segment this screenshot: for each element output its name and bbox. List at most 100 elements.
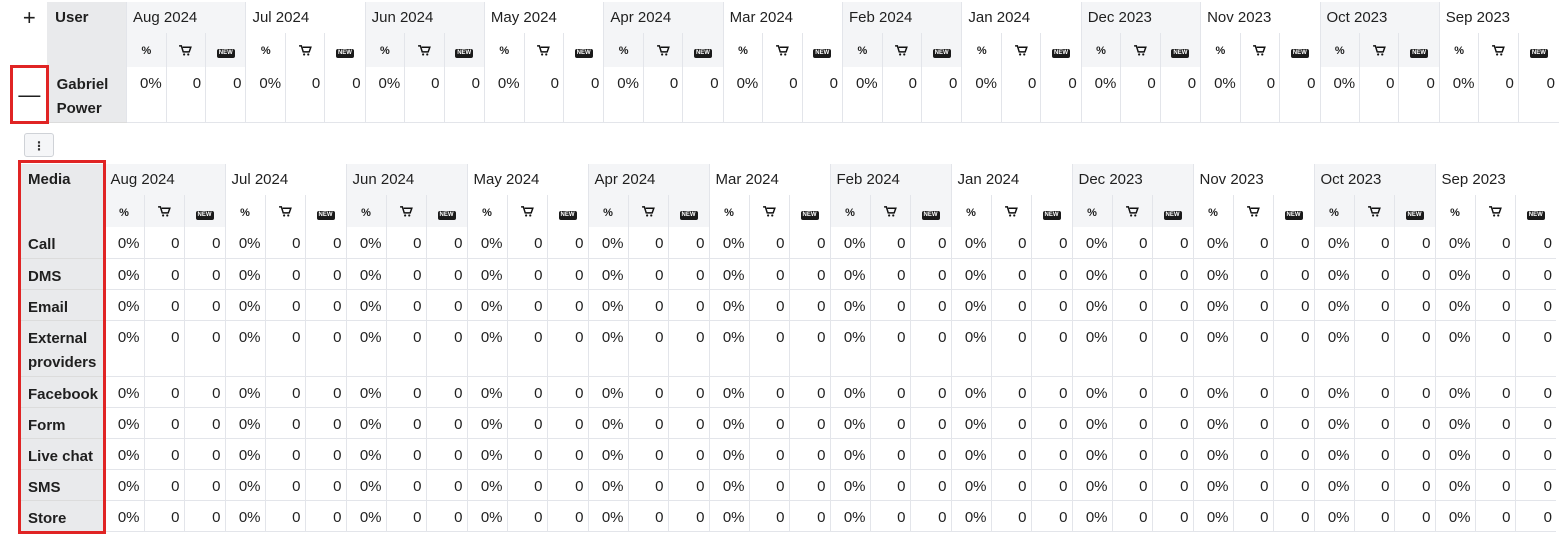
- cell-pct[interactable]: 0%: [1192, 469, 1233, 501]
- month-header[interactable]: Aug 2024: [126, 2, 246, 33]
- cell-cart[interactable]: 0: [506, 500, 547, 532]
- cell-pct[interactable]: 0%: [1080, 66, 1121, 123]
- cell-new[interactable]: 0: [1393, 500, 1435, 532]
- cell-pct[interactable]: 0%: [224, 289, 265, 321]
- measure-header-pct[interactable]: %: [1319, 33, 1360, 67]
- cell-cart[interactable]: 0: [869, 438, 910, 470]
- cell-new[interactable]: 0: [425, 376, 467, 408]
- cell-cart[interactable]: 0: [1111, 227, 1152, 259]
- cell-new[interactable]: 0: [909, 227, 951, 259]
- cell-pct[interactable]: 0%: [1071, 500, 1112, 532]
- measure-header-new[interactable]: NEW: [1040, 33, 1082, 67]
- cell-new[interactable]: 0: [1151, 469, 1193, 501]
- cell-cart[interactable]: 0: [869, 376, 910, 408]
- cell-new[interactable]: 0: [546, 407, 588, 439]
- cell-cart[interactable]: 0: [1353, 469, 1394, 501]
- month-header[interactable]: Apr 2024: [603, 2, 724, 33]
- cell-pct[interactable]: 0%: [1313, 289, 1354, 321]
- measure-header-new[interactable]: NEW: [562, 33, 604, 67]
- cell-new[interactable]: 0: [788, 469, 830, 501]
- cell-pct[interactable]: 0%: [587, 320, 628, 377]
- measure-header-new[interactable]: NEW: [1393, 195, 1435, 227]
- cell-new[interactable]: 0: [425, 227, 467, 259]
- cell-new[interactable]: 0: [1151, 289, 1193, 321]
- cell-pct[interactable]: 0%: [224, 227, 265, 259]
- cell-pct[interactable]: 0%: [103, 438, 144, 470]
- cell-pct[interactable]: 0%: [708, 258, 749, 290]
- cell-pct[interactable]: 0%: [483, 66, 525, 123]
- measure-header-cart[interactable]: [523, 33, 564, 67]
- cell-new[interactable]: 0: [1030, 407, 1072, 439]
- cell-new[interactable]: 0: [1030, 258, 1072, 290]
- cell-new[interactable]: 0: [1393, 469, 1435, 501]
- measure-header-cart[interactable]: [1111, 195, 1152, 227]
- month-header[interactable]: Dec 2023: [1071, 164, 1193, 195]
- cell-pct[interactable]: 0%: [224, 500, 265, 532]
- cell-cart[interactable]: 0: [990, 469, 1031, 501]
- measure-header-cart[interactable]: [642, 33, 683, 67]
- cell-cart[interactable]: 0: [1478, 66, 1519, 123]
- cell-pct[interactable]: 0%: [708, 469, 749, 501]
- cell-pct[interactable]: 0%: [345, 376, 386, 408]
- cell-new[interactable]: 0: [788, 227, 830, 259]
- cell-new[interactable]: 0: [667, 227, 709, 259]
- cell-new[interactable]: 0: [1151, 376, 1193, 408]
- cell-pct[interactable]: 0%: [950, 376, 991, 408]
- cell-cart[interactable]: 0: [264, 227, 305, 259]
- cell-new[interactable]: 0: [1030, 289, 1072, 321]
- cell-cart[interactable]: 0: [881, 66, 922, 123]
- cell-pct[interactable]: 0%: [950, 227, 991, 259]
- cell-pct[interactable]: 0%: [1313, 258, 1354, 290]
- media-row-label[interactable]: Form: [20, 407, 104, 439]
- cell-cart[interactable]: 0: [143, 407, 184, 439]
- cell-new[interactable]: 0: [667, 469, 709, 501]
- cell-new[interactable]: 0: [562, 66, 604, 123]
- cell-pct[interactable]: 0%: [708, 289, 749, 321]
- cell-new[interactable]: 0: [1393, 407, 1435, 439]
- cell-new[interactable]: 0: [546, 500, 588, 532]
- cell-cart[interactable]: 0: [1474, 320, 1515, 377]
- cell-pct[interactable]: 0%: [345, 289, 386, 321]
- cell-cart[interactable]: 0: [1474, 500, 1515, 532]
- cell-cart[interactable]: 0: [869, 227, 910, 259]
- cell-cart[interactable]: 0: [1111, 469, 1152, 501]
- cell-cart[interactable]: 0: [1111, 320, 1152, 377]
- cell-cart[interactable]: 0: [143, 227, 184, 259]
- cell-pct[interactable]: 0%: [224, 438, 265, 470]
- cell-cart[interactable]: 0: [1353, 227, 1394, 259]
- cell-cart[interactable]: 0: [385, 289, 426, 321]
- cell-pct[interactable]: 0%: [245, 66, 286, 123]
- cell-cart[interactable]: 0: [869, 320, 910, 377]
- measure-header-new[interactable]: NEW: [667, 195, 709, 227]
- measure-header-new[interactable]: NEW: [788, 195, 830, 227]
- measure-header-pct[interactable]: %: [1313, 195, 1354, 227]
- expand-all-toggle[interactable]: +: [11, 2, 48, 33]
- cell-pct[interactable]: 0%: [950, 258, 991, 290]
- measure-header-pct[interactable]: %: [829, 195, 870, 227]
- measure-header-cart[interactable]: [881, 33, 922, 67]
- cell-pct[interactable]: 0%: [708, 438, 749, 470]
- measure-header-cart[interactable]: [762, 33, 803, 67]
- cell-pct[interactable]: 0%: [1192, 227, 1233, 259]
- cell-pct[interactable]: 0%: [224, 407, 265, 439]
- cell-new[interactable]: 0: [1272, 289, 1314, 321]
- cell-pct[interactable]: 0%: [103, 407, 144, 439]
- cell-new[interactable]: 0: [1151, 258, 1193, 290]
- cell-cart[interactable]: 0: [506, 438, 547, 470]
- month-header[interactable]: Nov 2023: [1200, 2, 1320, 33]
- cell-pct[interactable]: 0%: [587, 407, 628, 439]
- month-header[interactable]: Jul 2024: [245, 2, 366, 33]
- cell-new[interactable]: 0: [788, 289, 830, 321]
- cell-cart[interactable]: 0: [1232, 289, 1273, 321]
- cell-cart[interactable]: 0: [762, 66, 803, 123]
- cell-pct[interactable]: 0%: [103, 289, 144, 321]
- cell-cart[interactable]: 0: [627, 407, 668, 439]
- cell-pct[interactable]: 0%: [466, 376, 507, 408]
- cell-pct[interactable]: 0%: [466, 289, 507, 321]
- cell-new[interactable]: 0: [1514, 320, 1556, 377]
- measure-header-pct[interactable]: %: [1434, 195, 1475, 227]
- measure-header-cart[interactable]: [1478, 33, 1519, 67]
- cell-new[interactable]: 0: [183, 227, 225, 259]
- cell-pct[interactable]: 0%: [829, 500, 870, 532]
- cell-pct[interactable]: 0%: [1192, 500, 1233, 532]
